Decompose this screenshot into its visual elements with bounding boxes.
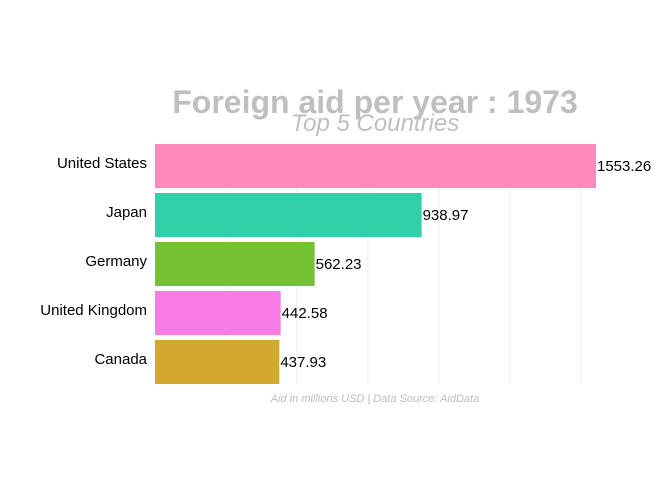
value-label: 562.23 xyxy=(316,256,362,273)
value-label: 1553.26 xyxy=(597,158,651,175)
chart-caption: Aid in millions USD | Data Source: AidDa… xyxy=(270,393,479,405)
category-label: Germany xyxy=(85,253,147,270)
chart-subtitle: Top 5 Countries xyxy=(291,110,460,137)
value-label: 437.93 xyxy=(280,354,326,371)
category-label: United Kingdom xyxy=(40,302,147,319)
value-label: 938.97 xyxy=(423,207,469,224)
bar xyxy=(155,144,596,188)
category-label: Canada xyxy=(94,351,147,368)
bar xyxy=(155,340,280,384)
chart-title: Foreign aid per year : 1973 xyxy=(172,84,578,120)
bars: United States 1553.26 Japan 938.97 Germany 56… xyxy=(39,144,653,384)
bar xyxy=(155,242,315,286)
value-label: 442.58 xyxy=(282,305,328,322)
category-label: Japan xyxy=(106,204,147,221)
bar xyxy=(155,291,281,335)
bar xyxy=(155,193,422,237)
category-label: United States xyxy=(57,155,147,172)
